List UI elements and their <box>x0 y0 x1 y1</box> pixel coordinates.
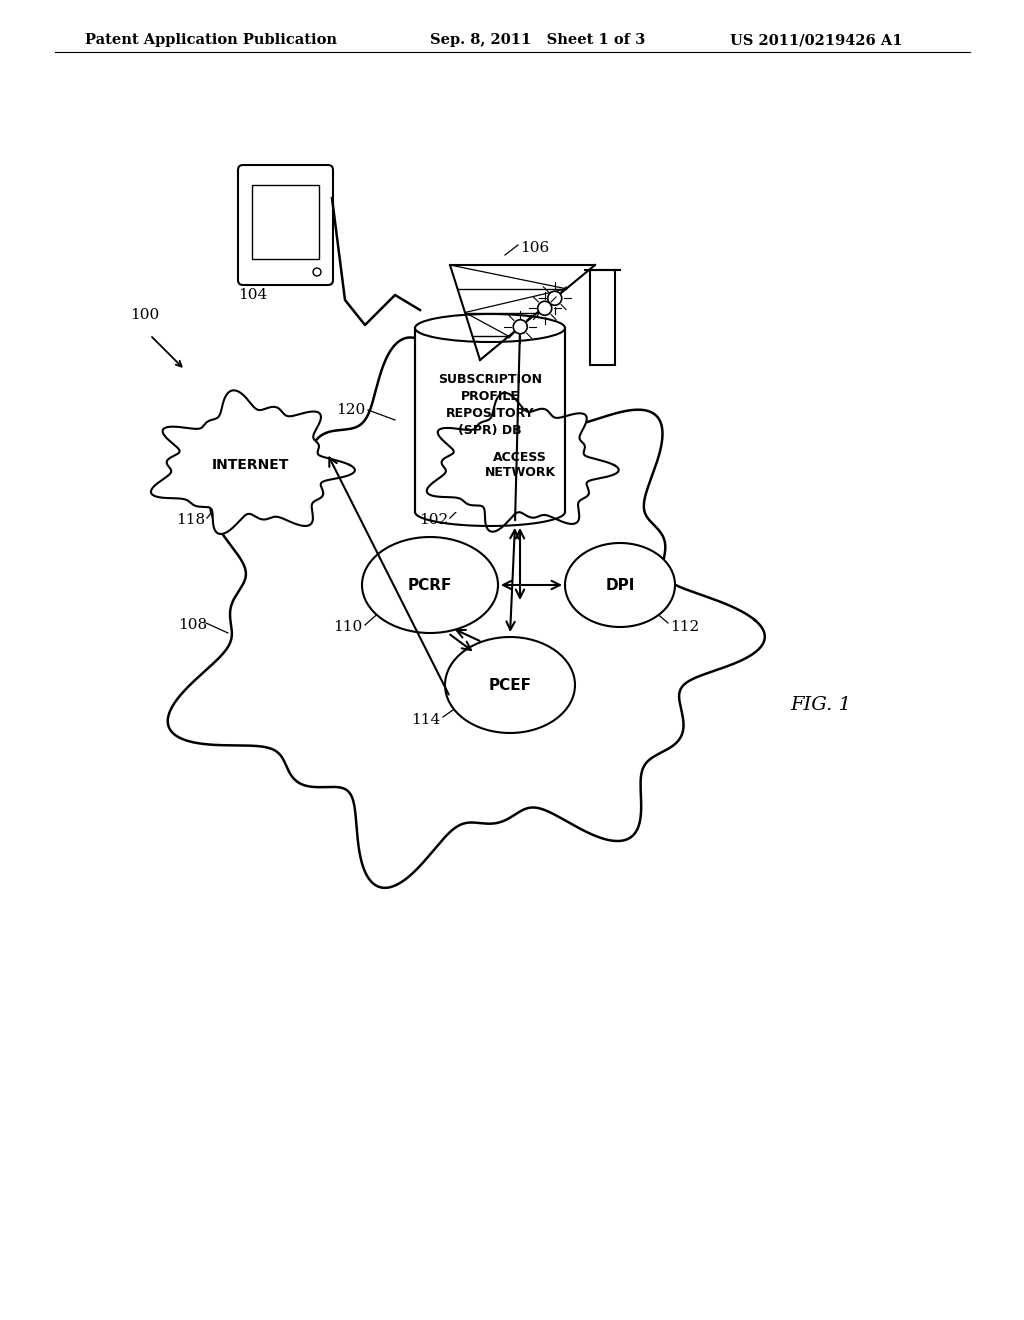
Circle shape <box>513 319 527 334</box>
Text: 114: 114 <box>411 713 440 727</box>
Text: PCEF: PCEF <box>488 677 531 693</box>
Text: INTERNET: INTERNET <box>211 458 289 473</box>
Text: ACCESS
NETWORK: ACCESS NETWORK <box>484 451 556 479</box>
Text: FIG. 1: FIG. 1 <box>790 696 851 714</box>
Text: 108: 108 <box>178 618 207 632</box>
Ellipse shape <box>415 314 565 342</box>
Polygon shape <box>151 391 355 535</box>
Polygon shape <box>168 338 765 888</box>
Text: 120: 120 <box>336 403 365 417</box>
Circle shape <box>313 268 321 276</box>
Text: SUBSCRIPTION
PROFILE
REPOSITORY
(SPR) DB: SUBSCRIPTION PROFILE REPOSITORY (SPR) DB <box>438 374 542 437</box>
Text: 118: 118 <box>176 513 205 527</box>
FancyBboxPatch shape <box>252 185 319 259</box>
FancyBboxPatch shape <box>238 165 333 285</box>
Text: 106: 106 <box>520 242 549 255</box>
Text: US 2011/0219426 A1: US 2011/0219426 A1 <box>730 33 902 48</box>
FancyBboxPatch shape <box>415 327 565 512</box>
Text: PCRF: PCRF <box>408 578 453 593</box>
Circle shape <box>548 292 562 305</box>
Text: 110: 110 <box>333 620 362 634</box>
Text: 100: 100 <box>130 308 160 322</box>
Text: Sep. 8, 2011   Sheet 1 of 3: Sep. 8, 2011 Sheet 1 of 3 <box>430 33 645 48</box>
FancyBboxPatch shape <box>590 271 615 366</box>
Text: 102: 102 <box>419 513 449 527</box>
Text: 104: 104 <box>238 288 267 302</box>
Ellipse shape <box>362 537 498 634</box>
Text: 112: 112 <box>670 620 699 634</box>
Circle shape <box>538 301 552 315</box>
Text: Patent Application Publication: Patent Application Publication <box>85 33 337 48</box>
Ellipse shape <box>445 638 575 733</box>
Polygon shape <box>427 393 618 532</box>
Ellipse shape <box>565 543 675 627</box>
Text: DPI: DPI <box>605 578 635 593</box>
